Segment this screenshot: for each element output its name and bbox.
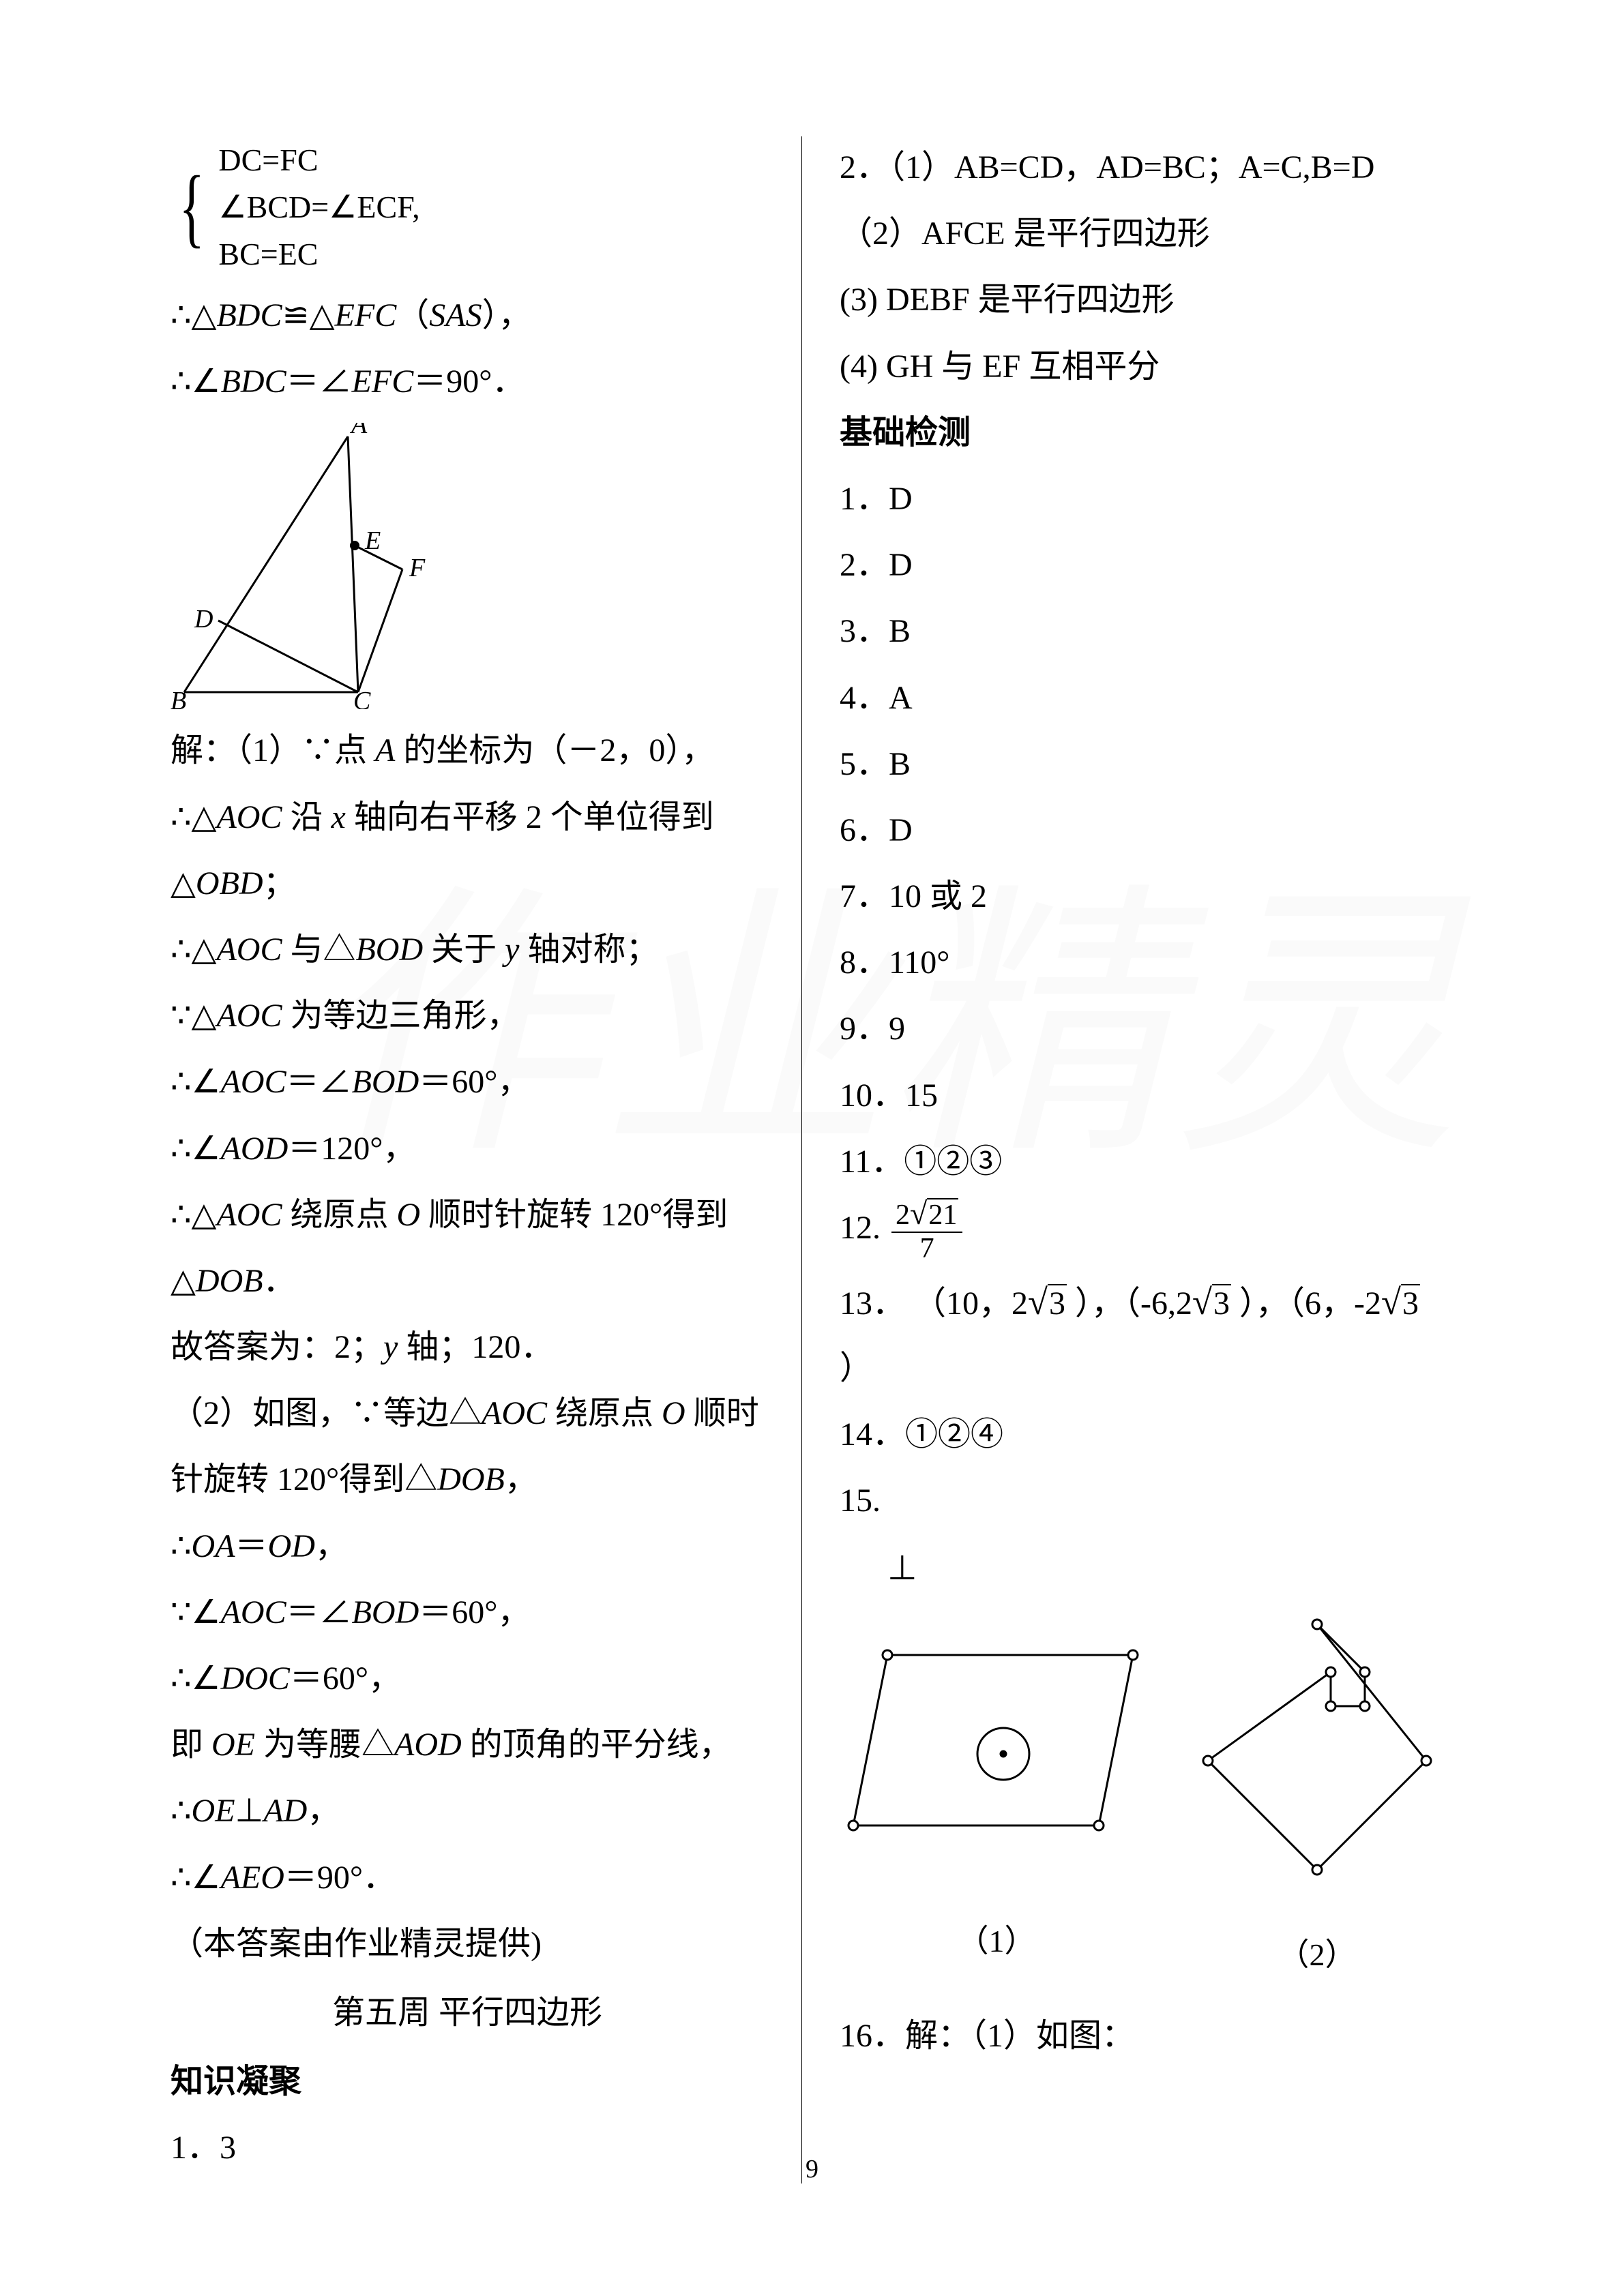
text-line: ∴OE⊥AD，: [171, 1780, 764, 1842]
text-line: 故答案为：2；y 轴；120．: [171, 1316, 764, 1378]
answer-item: 3．B: [840, 600, 1453, 662]
text-line: ∴△AOC 沿 x 轴向右平移 2 个单位得到: [171, 786, 764, 848]
shape-1: （1）: [840, 1611, 1153, 1971]
answer-item: 1．D: [840, 468, 1453, 530]
answer-item: 5．B: [840, 733, 1453, 795]
fraction-numerator: 221: [891, 1197, 962, 1233]
svg-text:F: F: [409, 554, 426, 582]
text-line: 解：（1）∵点 A 的坐标为（－2，0），: [171, 719, 764, 781]
answer-item: 8．110°: [840, 931, 1453, 994]
answer-item: 11．①②③: [840, 1131, 1453, 1193]
fraction: 221 7: [891, 1197, 962, 1264]
answer-item: (3) DEBF 是平行四边形: [840, 269, 1453, 331]
text-line: ∴∠AOC＝∠BOD＝60°，: [171, 1051, 764, 1113]
answer-item: 7．10 或 2: [840, 865, 1453, 927]
perpendicular-symbol: ⊥: [887, 1536, 1453, 1600]
answer-item: 6．D: [840, 799, 1453, 861]
brace-line: ∠BCD=∠ECF,: [218, 183, 419, 230]
answer-item-fraction: 12. 221 7: [840, 1197, 1453, 1264]
section-title: 第五周 平行四边形: [171, 1982, 764, 2044]
answer-item: （2）AFCE 是平行四边形: [840, 203, 1453, 265]
text-line: ∴∠BDC＝∠EFC＝90°．: [171, 351, 764, 413]
page-content: { DC=FC ∠BCD=∠ECF, BC=EC ∴△BDC≌△EFC（SAS）…: [0, 0, 1624, 2252]
text-line: △OBD；: [171, 852, 764, 914]
shape-2: （2）: [1181, 1611, 1453, 1984]
shape-label: （2）: [1181, 1925, 1453, 1984]
text-line: ∴△AOC 与△BOD 关于 y 轴对称；: [171, 919, 764, 981]
answer-item: 9．9: [840, 998, 1453, 1060]
svg-text:B: B: [171, 687, 186, 709]
text-line: △DOB．: [171, 1250, 764, 1312]
answer-item: 16．解：（1）如图：: [840, 2005, 1453, 2067]
brace-line: BC=EC: [218, 230, 419, 278]
credit-line: （本答案由作业精灵提供): [171, 1913, 764, 1975]
text-line: ∵△AOC 为等边三角形，: [171, 985, 764, 1047]
text-line: ∴△AOC 绕原点 O 顺时针旋转 120°得到: [171, 1184, 764, 1246]
subsection-heading: 知识凝聚: [171, 2051, 764, 2113]
answer-item: 2．D: [840, 534, 1453, 596]
geometry-diagram-1: A E F D B C: [171, 423, 443, 709]
left-column: { DC=FC ∠BCD=∠ECF, BC=EC ∴△BDC≌△EFC（SAS）…: [150, 136, 802, 2183]
text-line: ∴∠DOC＝60°，: [171, 1648, 764, 1710]
answer-item: 14．①②④: [840, 1403, 1453, 1465]
answer-item: 4．A: [840, 667, 1453, 729]
answer-item: (4) GH 与 EF 互相平分: [840, 336, 1453, 398]
svg-text:A: A: [349, 423, 368, 439]
answer-item: 1．3: [171, 2117, 764, 2179]
text-line: 针旋转 120°得到△DOB，: [171, 1448, 764, 1510]
brace-system: { DC=FC ∠BCD=∠ECF, BC=EC: [171, 136, 764, 278]
text-line: ∴∠AOD＝120°，: [171, 1118, 764, 1180]
text-line: ∴△BDC≌△EFC（SAS），: [171, 284, 764, 346]
svg-text:C: C: [353, 687, 371, 709]
svg-text:D: D: [194, 605, 213, 633]
shape-label: （1）: [840, 1911, 1153, 1971]
right-column: 2．（1）AB=CD，AD=BC；A=C,B=D （2）AFCE 是平行四边形 …: [802, 136, 1474, 2183]
q12-prefix: 12.: [840, 1210, 881, 1246]
answer-item: 2．（1）AB=CD，AD=BC；A=C,B=D: [840, 136, 1453, 198]
text-line: 即 OE 为等腰△AOD 的顶角的平分线，: [171, 1714, 764, 1776]
answer-item: 10．15: [840, 1064, 1453, 1127]
svg-text:E: E: [364, 526, 381, 555]
geometry-diagram-2: （1） （2）: [840, 1611, 1453, 1984]
brace-line: DC=FC: [218, 136, 419, 183]
text-line: ∴∠AEO＝90°．: [171, 1847, 764, 1909]
subsection-heading: 基础检测: [840, 402, 1453, 464]
text-line: ∴OA＝OD，: [171, 1515, 764, 1577]
left-brace-icon: {: [179, 172, 204, 243]
answer-item: 13． （10，23 ），（-6,23 ），（6，-23 ）: [840, 1268, 1453, 1399]
text-line: ∵∠AOC＝∠BOD＝60°，: [171, 1581, 764, 1643]
answer-item: 15.: [840, 1470, 1453, 1532]
fraction-denominator: 7: [916, 1233, 939, 1264]
text-line: （2）如图，∵等边△AOC 绕原点 O 顺时: [171, 1382, 764, 1444]
